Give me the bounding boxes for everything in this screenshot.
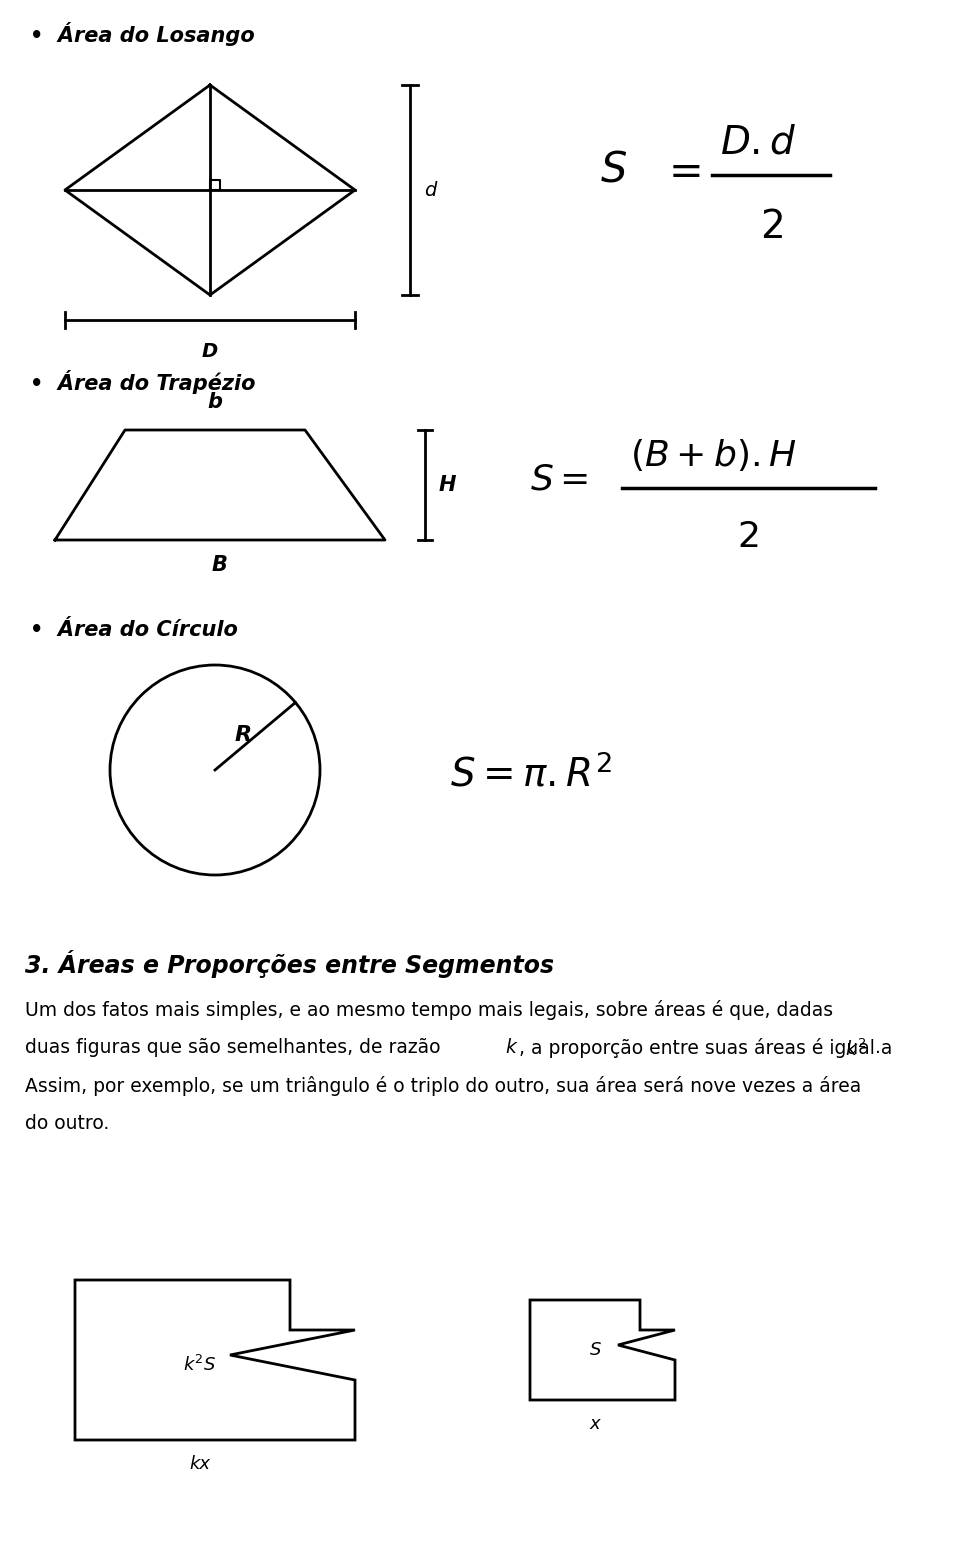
- Text: b: b: [207, 391, 223, 412]
- Text: x: x: [589, 1415, 600, 1434]
- Text: , a proporção entre suas áreas é igual a: , a proporção entre suas áreas é igual a: [519, 1038, 899, 1058]
- Text: Um dos fatos mais simples, e ao mesmo tempo mais legais, sobre áreas é que, dada: Um dos fatos mais simples, e ao mesmo te…: [25, 1000, 833, 1020]
- Text: $S=$: $S=$: [530, 463, 588, 498]
- Text: $k^2$: $k^2$: [845, 1038, 867, 1060]
- Text: H: H: [439, 476, 457, 495]
- Text: .: .: [875, 1038, 881, 1056]
- Text: $2$: $2$: [737, 520, 758, 554]
- Text: do outro.: do outro.: [25, 1114, 109, 1133]
- Text: $k^2S$: $k^2S$: [183, 1355, 217, 1376]
- Text: kx: kx: [189, 1455, 210, 1473]
- Text: D: D: [202, 343, 218, 362]
- Text: d: d: [424, 180, 437, 199]
- Text: $2$: $2$: [759, 208, 782, 246]
- Text: $=$: $=$: [660, 149, 701, 191]
- Text: $D.d$: $D.d$: [720, 124, 797, 161]
- Text: $S$: $S$: [600, 149, 627, 191]
- Text: R: R: [235, 725, 252, 745]
- Text: •  Área do Círculo: • Área do Círculo: [30, 620, 238, 640]
- Text: •  Área do Losango: • Área do Losango: [30, 22, 254, 45]
- Text: B: B: [212, 556, 228, 574]
- Text: 3. Áreas e Proporções entre Segmentos: 3. Áreas e Proporções entre Segmentos: [25, 950, 554, 978]
- Text: k: k: [505, 1038, 516, 1056]
- Text: $(B + b).H$: $(B + b).H$: [630, 437, 797, 473]
- Text: Assim, por exemplo, se um triângulo é o triplo do outro, sua área será nove veze: Assim, por exemplo, se um triângulo é o …: [25, 1077, 861, 1096]
- Text: •  Área do Trapézio: • Área do Trapézio: [30, 369, 255, 394]
- Text: $S = \pi.R^2$: $S = \pi.R^2$: [450, 756, 612, 795]
- Text: duas figuras que são semelhantes, de razão: duas figuras que são semelhantes, de raz…: [25, 1038, 446, 1056]
- Text: $S$: $S$: [588, 1341, 601, 1358]
